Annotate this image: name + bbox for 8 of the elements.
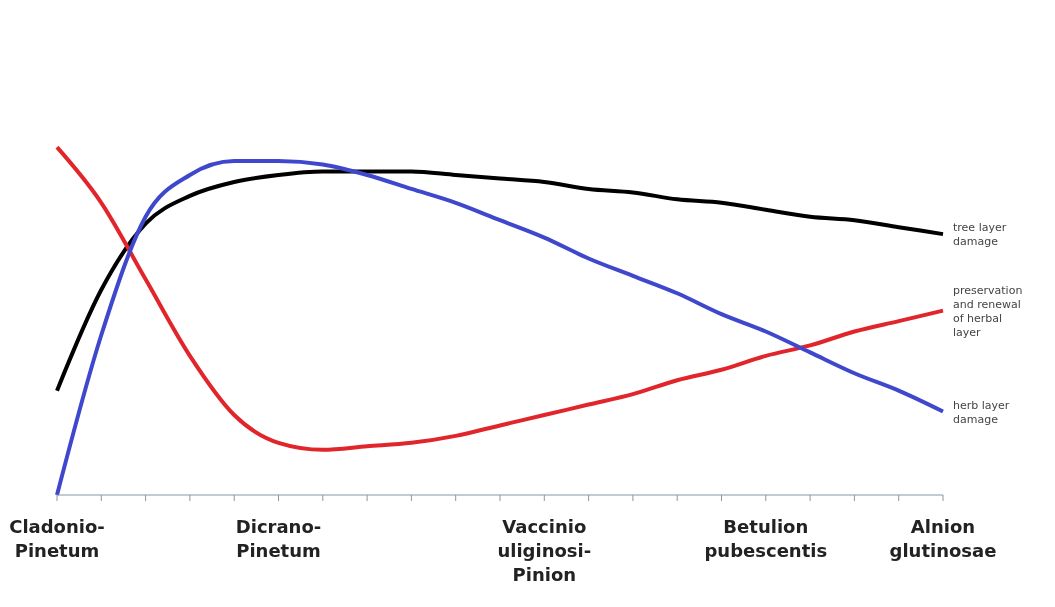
series-label: herb layer damage xyxy=(953,398,1010,426)
x-tick-label: Betulion pubescentis xyxy=(704,516,828,561)
x-tick-label: Cladonio-Pinetum xyxy=(9,516,105,561)
x-tick-label: Vaccinio uliginosi-Pinion xyxy=(497,516,592,585)
series-label: preservation and renewal of herbal layer xyxy=(953,283,1023,339)
series-label: tree layer damage xyxy=(953,221,1007,249)
x-tick-label: Alnion glutinosae xyxy=(889,516,997,561)
x-tick-label: Dicrano-Pinetum xyxy=(235,516,322,561)
